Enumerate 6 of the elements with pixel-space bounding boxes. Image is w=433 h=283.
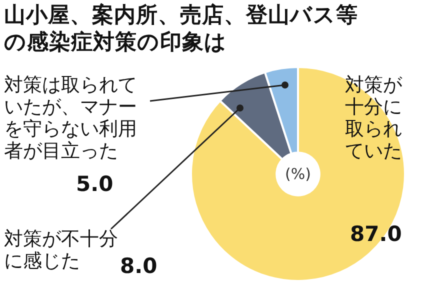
- text: (%): [284, 165, 312, 183]
- chart-title: 山小屋、案内所、売店、登山バス等の感染症対策の印象は: [4, 2, 359, 56]
- slice-label: 対策が不十分に感じた: [4, 228, 119, 272]
- data-label: 8.0: [120, 254, 158, 278]
- slice-label: 対策は取られていたが、マナーを守らない利用者が目立った: [4, 74, 138, 162]
- data-label: 5.0: [76, 172, 114, 196]
